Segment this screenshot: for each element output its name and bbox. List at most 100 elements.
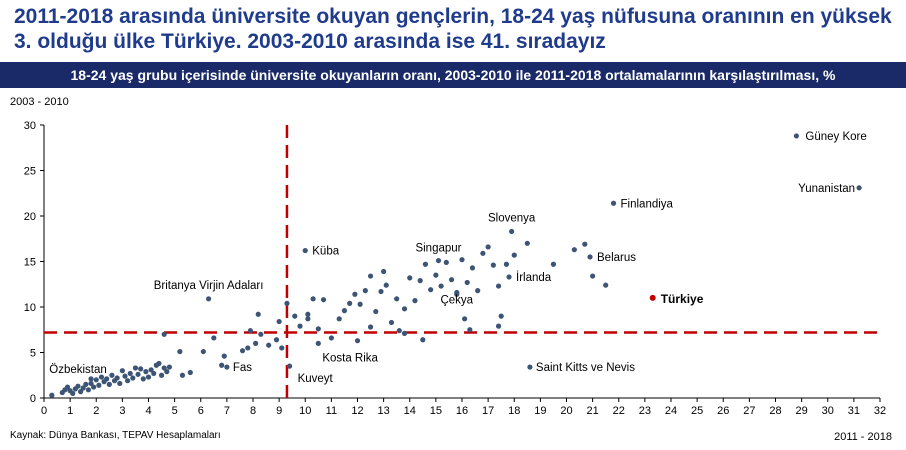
point-label: Kosta Rika <box>322 352 378 364</box>
y-tick-label: 25 <box>24 166 36 178</box>
data-point <box>305 316 311 322</box>
labeled-point <box>302 247 308 254</box>
labeled-point <box>224 364 230 370</box>
data-point <box>297 323 303 329</box>
data-point <box>590 273 596 279</box>
data-point <box>135 371 141 377</box>
data-point <box>70 390 76 397</box>
data-point <box>310 296 316 302</box>
x-tick-label: 11 <box>326 405 337 417</box>
data-point <box>156 360 162 367</box>
point-label: Fas <box>233 362 252 374</box>
data-point <box>328 335 334 341</box>
data-point <box>347 300 353 306</box>
data-point <box>438 283 444 289</box>
data-point <box>417 278 423 284</box>
data-point <box>315 326 321 332</box>
data-point <box>467 327 473 333</box>
page-title: 2011-2018 arasında üniversite okuyan gen… <box>14 5 892 53</box>
data-point <box>443 259 449 266</box>
data-point <box>354 338 361 344</box>
data-point <box>132 365 139 371</box>
source-note: Kaynak: Dünya Bankası, TEPAV Hesaplamala… <box>10 430 221 441</box>
data-point <box>336 316 342 322</box>
highlight-point <box>649 294 656 301</box>
data-point <box>138 366 144 372</box>
x-tick-label: 22 <box>613 405 625 417</box>
data-point <box>378 288 384 295</box>
data-point <box>88 380 94 387</box>
data-point <box>258 331 264 337</box>
x-tick-label: 23 <box>639 405 651 417</box>
data-point <box>367 273 374 279</box>
data-point <box>550 261 557 267</box>
data-point <box>247 328 253 334</box>
data-point <box>125 378 131 384</box>
data-point <box>396 328 402 334</box>
data-point <box>96 382 102 388</box>
x-tick-label: 1 <box>67 405 73 417</box>
x-tick-label: 26 <box>717 405 729 417</box>
x-tick-label: 5 <box>172 405 178 417</box>
data-point <box>464 279 470 286</box>
data-point <box>166 364 172 370</box>
data-point <box>266 342 272 348</box>
x-tick-label: 3 <box>119 405 125 417</box>
data-point <box>211 335 217 341</box>
labeled-point <box>506 274 512 280</box>
point-label: Küba <box>312 246 339 258</box>
data-point <box>292 313 298 319</box>
x-tick-label: 9 <box>276 405 282 417</box>
data-point <box>420 337 426 343</box>
point-label: İrlanda <box>516 271 552 284</box>
data-point <box>98 374 105 380</box>
x-tick-label: 30 <box>822 405 834 417</box>
labeled-point <box>454 289 460 296</box>
data-point <box>469 265 476 271</box>
data-point <box>448 277 455 283</box>
data-point <box>462 316 468 322</box>
data-point <box>341 308 348 314</box>
x-tick-label: 21 <box>587 405 599 417</box>
data-point <box>143 369 149 375</box>
x-tick-label: 0 <box>41 405 47 417</box>
labeled-point <box>315 340 321 346</box>
data-point <box>239 348 246 354</box>
data-point <box>495 283 502 289</box>
data-point <box>511 252 517 258</box>
data-point <box>85 387 92 393</box>
data-point <box>140 376 146 382</box>
y-tick-label: 20 <box>24 211 36 223</box>
data-point <box>475 288 481 294</box>
y-tick-label: 30 <box>24 120 36 132</box>
data-point <box>485 244 491 250</box>
labeled-point <box>587 254 593 260</box>
labeled-point <box>435 257 442 264</box>
data-point <box>503 261 510 267</box>
data-point <box>148 367 154 373</box>
y-axis-title: 2003 - 2010 <box>10 96 69 108</box>
data-point <box>77 389 84 395</box>
data-point <box>305 311 311 317</box>
point-label: Saint Kitts ve Nevis <box>536 362 635 374</box>
point-label: Güney Kore <box>805 131 866 143</box>
data-point <box>412 298 418 304</box>
data-point <box>352 291 358 297</box>
data-point <box>401 306 408 312</box>
data-point <box>64 384 71 390</box>
data-point <box>151 370 157 377</box>
x-tick-label: 15 <box>430 405 442 417</box>
data-point <box>603 282 609 288</box>
data-point <box>279 345 285 351</box>
data-point <box>388 319 395 326</box>
x-tick-label: 19 <box>534 405 546 417</box>
x-tick-label: 24 <box>665 405 677 417</box>
y-tick-label: 10 <box>24 302 36 314</box>
x-tick-label: 8 <box>250 405 256 417</box>
data-point <box>422 261 429 267</box>
x-tick-label: 10 <box>299 405 311 417</box>
x-tick-label: 6 <box>198 405 204 417</box>
x-tick-label: 27 <box>743 405 755 417</box>
data-point <box>255 311 261 317</box>
data-point <box>383 282 389 288</box>
